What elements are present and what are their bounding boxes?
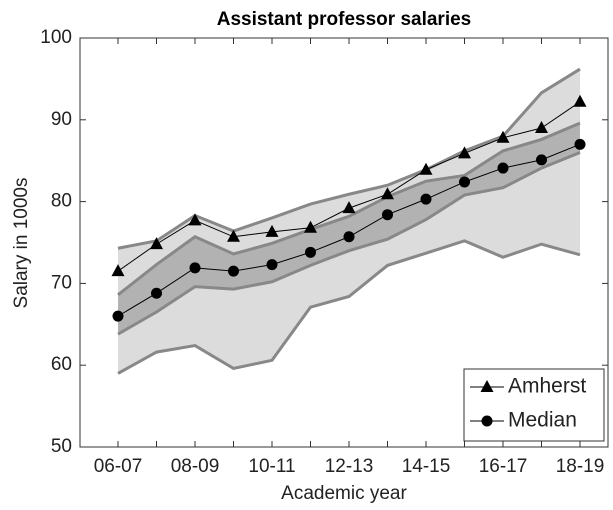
chart-title: Assistant professor salaries [217, 9, 472, 30]
marker [481, 415, 493, 427]
marker [112, 310, 124, 322]
marker [189, 262, 201, 274]
y-tick-label: 90 [51, 109, 72, 130]
marker [535, 120, 548, 133]
x-tick-label: 08-09 [171, 456, 220, 477]
marker [381, 187, 394, 200]
marker [150, 237, 163, 250]
band-edge [117, 121, 581, 297]
marker [342, 201, 356, 214]
band-edge [117, 151, 581, 336]
marker [227, 229, 240, 242]
marker [480, 380, 494, 392]
marker [111, 264, 125, 277]
marker [151, 287, 162, 299]
plot-box [79, 37, 609, 448]
y-tick-label: 80 [51, 191, 72, 212]
y-axis-label: Salary in 1000s [11, 178, 32, 309]
legend-label: Median [508, 409, 577, 432]
marker [496, 130, 510, 143]
marker [459, 176, 470, 188]
marker [265, 224, 279, 237]
marker [420, 193, 432, 205]
x-tick-label: 16-17 [479, 456, 528, 477]
marker [266, 259, 278, 271]
marker [458, 146, 471, 159]
x-axis-label: Academic year [281, 483, 407, 504]
marker [228, 265, 239, 277]
legend-label: Amherst [508, 375, 586, 398]
y-tick-label: 60 [51, 354, 72, 375]
legend: Amherst Median [463, 368, 605, 442]
y-tick-label: 50 [51, 436, 72, 457]
marker [497, 162, 509, 174]
marker [305, 246, 316, 258]
marker [536, 154, 547, 166]
x-tick-label: 18-19 [556, 456, 605, 477]
band-edge [117, 239, 581, 375]
marker [573, 94, 587, 107]
marker [382, 209, 393, 221]
marker [188, 213, 202, 226]
x-tick-label: 12-13 [325, 456, 374, 477]
x-tick-label: 14-15 [402, 456, 451, 477]
marker [419, 162, 433, 175]
y-tick-label: 100 [40, 27, 72, 48]
x-tick-label: 10-11 [248, 456, 295, 477]
marker [304, 220, 317, 233]
x-tick-label: 06-07 [94, 456, 143, 477]
marker [574, 138, 586, 150]
y-tick-label: 70 [51, 272, 72, 293]
marker [343, 231, 355, 243]
